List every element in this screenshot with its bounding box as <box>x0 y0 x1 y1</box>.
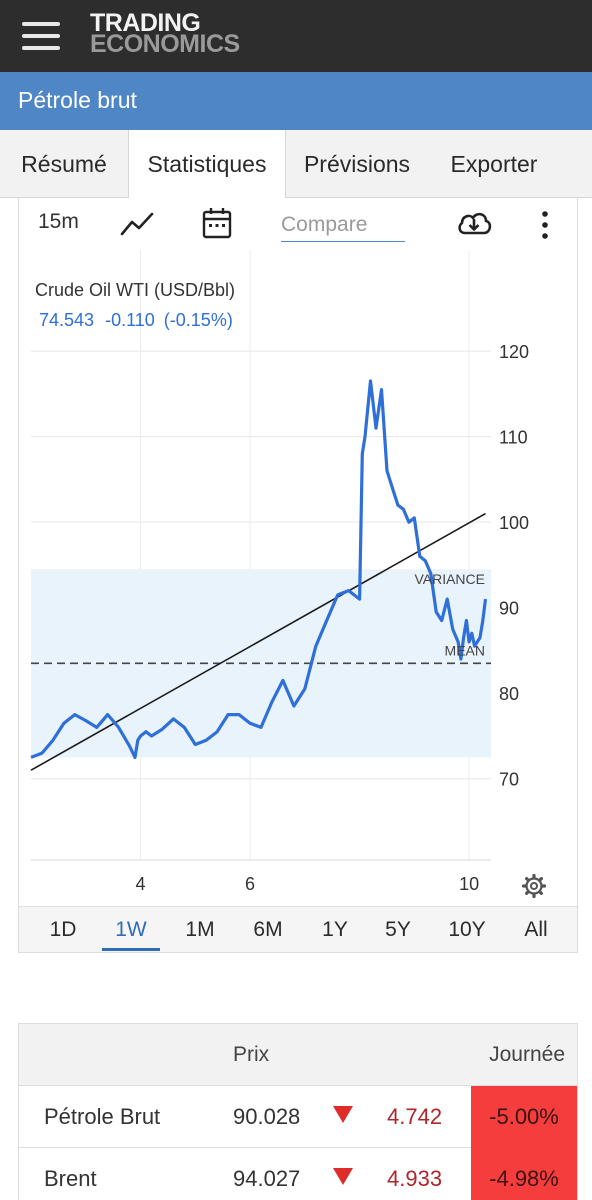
x-tick-label: 6 <box>245 874 255 894</box>
range-5y[interactable]: 5Y <box>385 918 411 941</box>
y-tick-label: 110 <box>499 428 528 448</box>
instrument-name[interactable]: Brent <box>44 1166 97 1191</box>
calendar-icon[interactable] <box>201 206 233 240</box>
price-chart[interactable]: 120 110 100 90 80 70 4 6 10 VARIANCE MEAN Crude… <box>19 250 577 906</box>
change-percent: (-0.15%) <box>164 310 233 330</box>
x-tick-label: 4 <box>136 874 146 894</box>
instrument-change: 4.742 <box>387 1104 443 1129</box>
mean-label: MEAN <box>445 642 485 658</box>
compare-input[interactable] <box>281 208 405 242</box>
range-1m[interactable]: 1M <box>185 918 215 941</box>
column-header-price: Prix <box>233 1043 270 1066</box>
logo-line-2: ECONOMICS <box>90 30 240 58</box>
logo-line-1: TRADING <box>90 9 201 37</box>
down-arrow-icon <box>333 1106 353 1123</box>
last-value: 74.543 <box>39 310 94 330</box>
table-row[interactable]: Brent 94.027 4.933 -4.98% <box>19 1148 577 1200</box>
tab-previsions[interactable]: Prévisions <box>303 151 411 177</box>
down-arrow-icon <box>333 1168 353 1185</box>
change-value: -0.110 <box>105 310 155 330</box>
price-table: Prix Journée Pétrole Brut 90.028 4.742 -… <box>18 1023 578 1200</box>
page-title: Pétrole brut <box>18 87 137 113</box>
chart-card: 15m 120 110 100 90 80 70 4 6 10 VARIANCE <box>18 198 578 953</box>
trading-economics-logo[interactable]: TRADING ECONOMICS <box>90 9 240 58</box>
range-1w[interactable]: 1W <box>101 907 161 953</box>
y-tick-label: 100 <box>499 513 529 533</box>
line-chart-icon[interactable] <box>119 208 155 238</box>
app-header: TRADING ECONOMICS <box>0 0 592 72</box>
column-header-day: Journée <box>489 1043 565 1066</box>
instrument-change-percent: -5.00% <box>471 1086 577 1148</box>
y-tick-label: 120 <box>499 342 529 362</box>
range-6m[interactable]: 6M <box>253 918 283 941</box>
y-tick-label: 80 <box>499 684 519 704</box>
y-tick-label: 90 <box>499 599 519 619</box>
series-quote: 74.543 -0.110 (-0.15%) <box>39 310 233 330</box>
price-series-line <box>30 379 488 759</box>
series-title: Crude Oil WTI (USD/Bbl) <box>35 280 235 300</box>
table-row[interactable]: Pétrole Brut 90.028 4.742 -5.00% <box>19 1086 577 1148</box>
tab-exporter[interactable]: Exporter <box>450 151 538 177</box>
x-tick-label: 10 <box>459 874 479 894</box>
section-tabs: Résumé Statistiques Prévisions Exporter <box>0 130 592 199</box>
table-header-row: Prix Journée <box>19 1024 577 1086</box>
instrument-change: 4.933 <box>387 1166 443 1191</box>
more-vert-icon[interactable] <box>535 208 555 242</box>
hamburger-menu-icon[interactable] <box>22 20 60 52</box>
range-10y[interactable]: 10Y <box>448 918 486 941</box>
range-selector: 1D 1W 1M 6M 1Y 5Y 10Y All <box>19 906 577 952</box>
range-all[interactable]: All <box>524 918 548 941</box>
instrument-price: 90.028 <box>233 1104 301 1129</box>
variance-label: VARIANCE <box>414 571 485 587</box>
y-tick-label: 70 <box>499 770 519 790</box>
trend-line <box>30 512 486 771</box>
instrument-price: 94.027 <box>233 1166 301 1191</box>
tab-statistiques[interactable]: Statistiques <box>128 130 286 199</box>
instrument-change-percent: -4.98% <box>471 1148 577 1200</box>
interval-selector[interactable]: 15m <box>38 210 79 233</box>
range-1y[interactable]: 1Y <box>322 918 348 941</box>
cloud-download-icon[interactable] <box>455 206 493 240</box>
range-1d[interactable]: 1D <box>49 918 77 941</box>
chart-toolbar: 15m <box>19 198 577 250</box>
gear-icon[interactable] <box>521 873 547 899</box>
title-bar: Pétrole brut <box>0 72 592 130</box>
instrument-name[interactable]: Pétrole Brut <box>44 1104 161 1129</box>
tab-resume[interactable]: Résumé <box>21 151 107 177</box>
